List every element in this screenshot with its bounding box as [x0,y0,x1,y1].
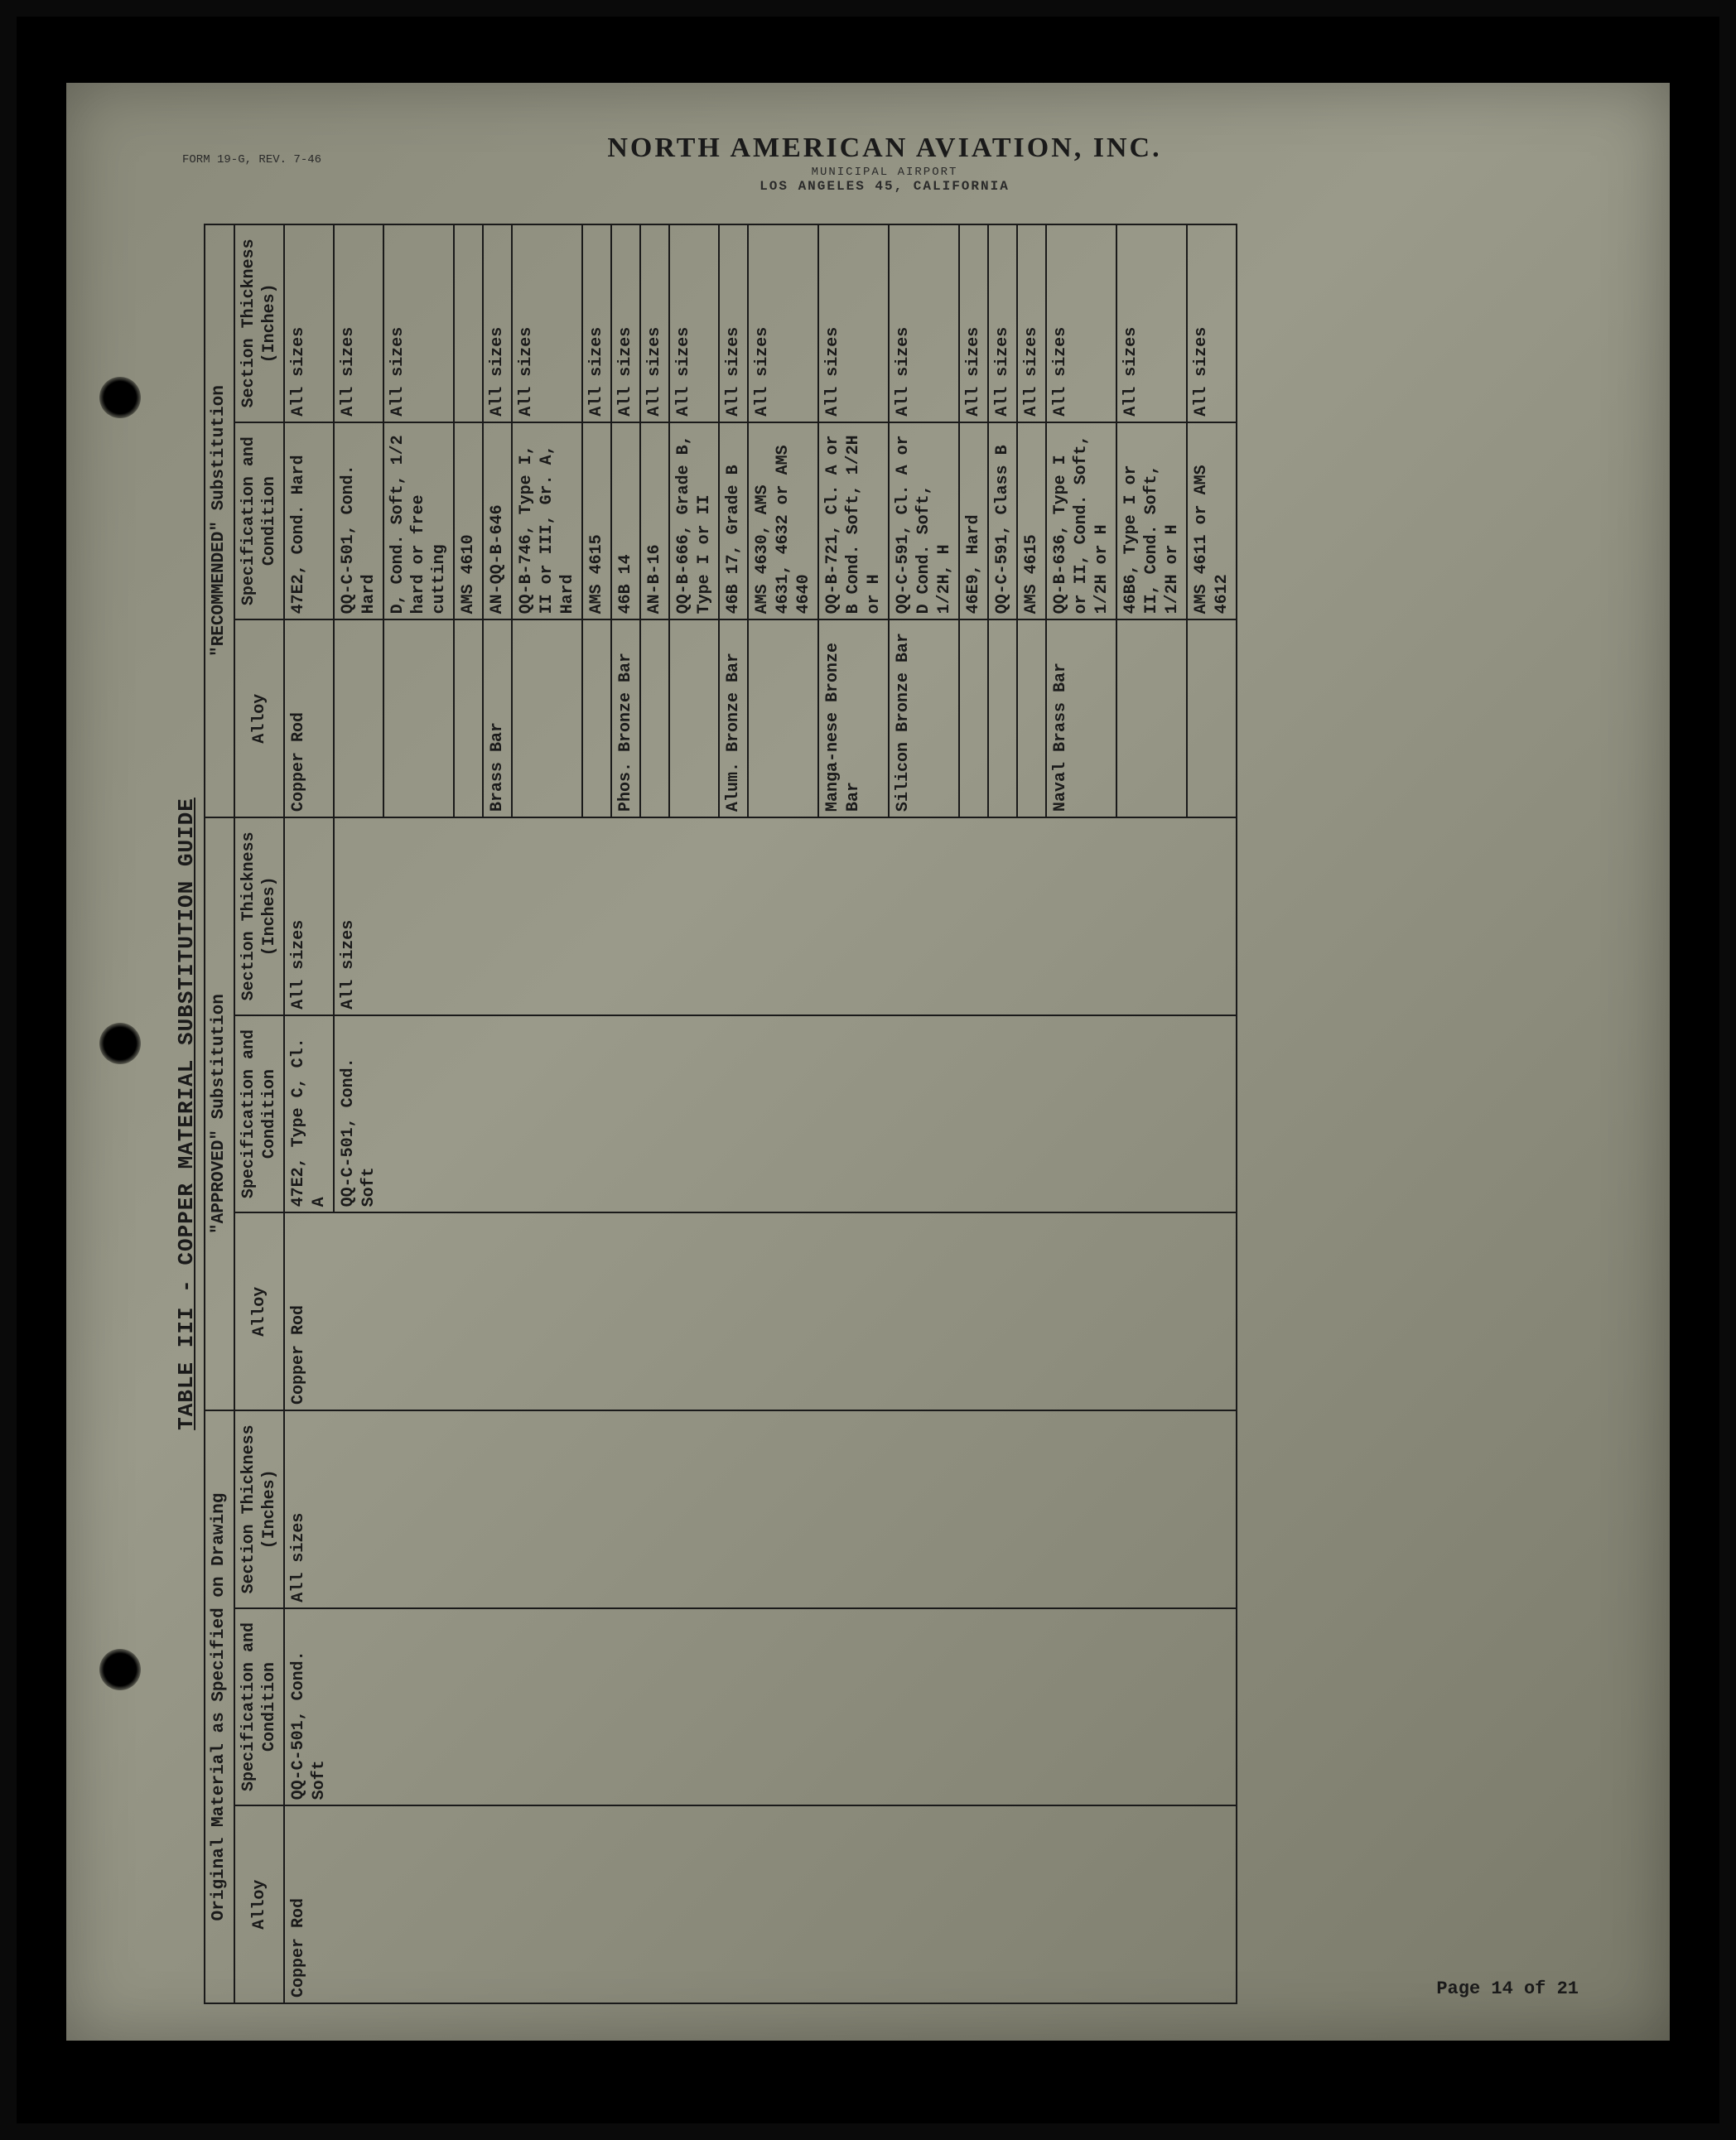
recommended-alloy: Manga-nese Bronze Bar [818,619,889,817]
rotated-content: TABLE III - COPPER MATERIAL SUBSTITUTION… [174,224,1582,2004]
table-row: Copper RodQQ-C-501, Cond. SoftAll sizesC… [284,224,334,2003]
punch-hole [99,1023,141,1064]
recommended-spec: QQ-C-591, Cl. A or D Cond. Soft, 1/2H, H [889,422,959,620]
original-spec: QQ-C-501, Cond. Soft [284,1608,1237,1806]
recommended-spec: QQ-C-501, Cond. Hard [334,422,383,620]
recommended-thick: All sizes [1017,224,1046,422]
recommended-alloy: Naval Brass Bar [1046,619,1116,817]
recommended-thick: All sizes [959,224,988,422]
recommended-thick: All sizes [889,224,959,422]
recommended-thick: All sizes [483,224,512,422]
recommended-alloy [582,619,611,817]
substitution-table: Original Material as Specified on Drawin… [204,224,1237,2004]
approved-alloy: Copper Rod [284,1212,1237,1410]
recommended-thick: All sizes [1116,224,1187,422]
recommended-spec: D, Cond. Soft, 1/2 hard or free cutting [383,422,454,620]
col-alloy: Alloy [234,619,284,817]
col-thick: Section Thickness (Inches) [234,1410,284,1608]
recommended-thick: All sizes [669,224,719,422]
recommended-alloy [1187,619,1237,817]
recommended-spec: AN-QQ-B-646 [483,422,512,620]
recommended-alloy: Silicon Bronze Bar [889,619,959,817]
recommended-thick: All sizes [512,224,582,422]
recommended-alloy: Alum. Bronze Bar [719,619,748,817]
recommended-spec: 46E9, Hard [959,422,988,620]
recommended-thick: All sizes [719,224,748,422]
original-thick: All sizes [284,1410,1237,1608]
recommended-thick: All sizes [582,224,611,422]
recommended-alloy [669,619,719,817]
form-revision: FORM 19-G, REV. 7-46 [182,153,321,166]
document-page: FORM 19-G, REV. 7-46 NORTH AMERICAN AVIA… [66,83,1670,2041]
col-thick: Section Thickness (Inches) [234,817,284,1015]
recommended-spec: 46B 14 [611,422,640,620]
table-viewport: TABLE III - COPPER MATERIAL SUBSTITUTION… [174,224,1595,1941]
recommended-thick: All sizes [748,224,818,422]
scan-frame: FORM 19-G, REV. 7-46 NORTH AMERICAN AVIA… [17,17,1719,2123]
group-header-original: Original Material as Specified on Drawin… [205,1410,234,2003]
letterhead-line2: LOS ANGELES 45, CALIFORNIA [166,179,1603,194]
recommended-thick [454,224,483,422]
col-spec: Specification and Condition [234,1608,284,1806]
group-header-recommended: "RECOMMENDED" Substitution [205,224,234,817]
punch-hole [99,1649,141,1690]
letterhead: NORTH AMERICAN AVIATION, INC. MUNICIPAL … [166,133,1603,194]
recommended-spec: QQ-C-591, Class B [988,422,1017,620]
table-body: Copper RodQQ-C-501, Cond. SoftAll sizesC… [284,224,1237,2003]
recommended-thick: All sizes [640,224,669,422]
recommended-alloy [959,619,988,817]
recommended-thick: All sizes [611,224,640,422]
recommended-thick: All sizes [383,224,454,422]
recommended-alloy: Brass Bar [483,619,512,817]
recommended-spec: QQ-B-636, Type I or II, Cond. Soft, 1/2H… [1046,422,1116,620]
approved-spec: 47E2, Type C, Cl. A [284,1015,334,1213]
recommended-thick: All sizes [334,224,383,422]
recommended-spec: QQ-B-721, Cl. A or B Cond. Soft, 1/2H or… [818,422,889,620]
recommended-spec: AMS 4615 [582,422,611,620]
recommended-spec: 46B 17, Grade B [719,422,748,620]
recommended-spec: AMS 4611 or AMS 4612 [1187,422,1237,620]
recommended-spec: 46B6, Type I or II, Cond. Soft, 1/2H or … [1116,422,1187,620]
recommended-alloy [1017,619,1046,817]
recommended-alloy [640,619,669,817]
recommended-alloy: Phos. Bronze Bar [611,619,640,817]
recommended-thick: All sizes [988,224,1017,422]
approved-thick: All sizes [284,817,334,1015]
recommended-alloy: Copper Rod [284,619,334,817]
col-spec: Specification and Condition [234,422,284,620]
approved-thick: All sizes [334,817,1237,1015]
approved-spec: QQ-C-501, Cond. Soft [334,1015,1237,1213]
punch-hole [99,377,141,418]
recommended-spec: 47E2, Cond. Hard [284,422,334,620]
recommended-thick: All sizes [1046,224,1116,422]
company-name: NORTH AMERICAN AVIATION, INC. [166,133,1603,164]
page-number: Page 14 of 21 [1436,1979,1579,1999]
recommended-spec: AMS 4630, AMS 4631, 4632 or AMS 4640 [748,422,818,620]
col-thick: Section Thickness (Inches) [234,224,284,422]
recommended-spec: AN-B-16 [640,422,669,620]
recommended-spec: QQ-B-746, Type I, II or III, Gr. A, Hard [512,422,582,620]
recommended-thick: All sizes [284,224,334,422]
col-alloy: Alloy [234,1212,284,1410]
recommended-alloy [512,619,582,817]
recommended-spec: AMS 4610 [454,422,483,620]
recommended-alloy [383,619,454,817]
recommended-thick: All sizes [818,224,889,422]
letterhead-line1: MUNICIPAL AIRPORT [166,166,1603,179]
recommended-alloy [334,619,383,817]
recommended-alloy [748,619,818,817]
recommended-thick: All sizes [1187,224,1237,422]
recommended-alloy [454,619,483,817]
col-alloy: Alloy [234,1805,284,2003]
table-title: TABLE III - COPPER MATERIAL SUBSTITUTION… [174,224,199,2004]
recommended-alloy [1116,619,1187,817]
col-spec: Specification and Condition [234,1015,284,1213]
original-alloy: Copper Rod [284,1805,1237,2003]
recommended-spec: AMS 4615 [1017,422,1046,620]
recommended-alloy [988,619,1017,817]
recommended-spec: QQ-B-666, Grade B, Type I or II [669,422,719,620]
group-header-approved: "APPROVED" Substitution [205,817,234,1410]
